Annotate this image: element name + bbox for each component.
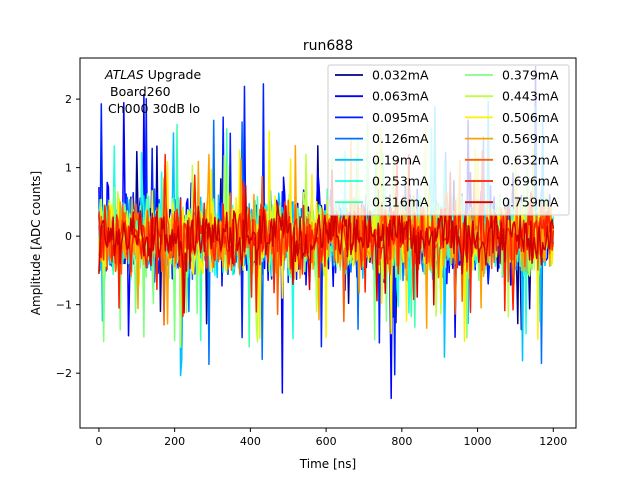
annotation-atlas: ATLAS [104,67,144,82]
y-tick-label: 2 [65,93,72,106]
legend-label: 0.632mA [502,152,559,167]
legend-label: 0.443mA [502,89,559,104]
legend-label: 0.19mA [372,152,421,167]
legend-label: 0.379mA [502,68,559,83]
series-layer [98,65,555,400]
x-tick-label: 200 [164,435,185,448]
plot-frame [79,57,577,429]
axes-layer: 0 200 400 600 800 1000 1200 −2 −1 0 1 2 [56,57,577,448]
annotation-line-3: Ch000 30dB lo [108,101,200,116]
legend-label: 0.032mA [372,68,429,83]
annotation-upgrade: Upgrade [144,67,202,82]
annotation: ATLAS Upgrade Board260 Ch000 30dB lo [104,67,201,116]
legend: 0.032mA 0.063mA 0.095mA 0.126mA 0.19mA 0.253m… [327,64,570,216]
x-tick-label: 0 [95,435,102,448]
legend-label: 0.063mA [372,89,429,104]
y-tick-label: 0 [65,230,72,243]
legend-label: 0.316mA [372,195,429,210]
annotation-line-1: ATLAS Upgrade [104,67,201,82]
legend-label: 0.095mA [372,110,429,125]
legend-label: 0.696mA [502,174,559,189]
x-tick-label: 600 [316,435,337,448]
legend-label: 0.506mA [502,110,559,125]
legend-label: 0.759mA [502,195,559,210]
legend-label: 0.126mA [372,131,429,146]
x-axis-label: Time [ns] [299,457,356,471]
legend-label: 0.569mA [502,131,559,146]
legend-box [327,64,570,216]
y-axis-label: Amplitude [ADC counts] [29,171,43,315]
annotation-line-2: Board260 [110,84,171,99]
y-tick-label: −1 [56,299,72,312]
series-line-0.759mA [98,154,555,314]
x-tick-label: 800 [391,435,412,448]
y-tick-label: −2 [56,367,72,380]
y-tick-label: 1 [65,162,72,175]
x-tick-label: 1200 [539,435,567,448]
legend-label: 0.253mA [372,174,429,189]
x-tick-label: 400 [240,435,261,448]
x-tick-label: 1000 [464,435,492,448]
chart-title: run688 [303,38,353,54]
